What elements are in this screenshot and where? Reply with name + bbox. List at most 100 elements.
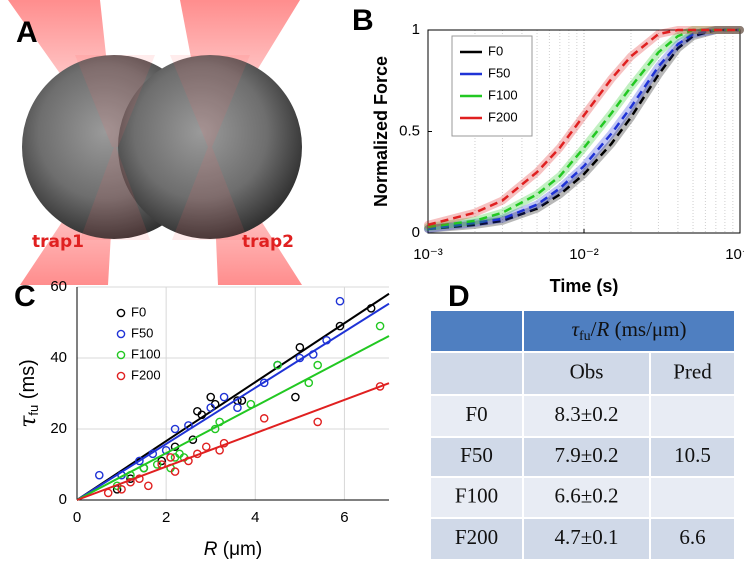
data-point bbox=[210, 424, 220, 434]
data-point bbox=[233, 403, 242, 413]
data-point bbox=[219, 438, 229, 448]
trap-label: trap1 bbox=[32, 232, 84, 252]
legend-marker bbox=[116, 308, 126, 318]
data-point bbox=[135, 474, 144, 484]
x-tick-label: 4 bbox=[251, 509, 259, 526]
data-point bbox=[246, 399, 256, 409]
text-part: fu bbox=[26, 405, 41, 416]
beam-overlay bbox=[170, 55, 250, 240]
beam-overlay bbox=[75, 55, 155, 240]
data-point bbox=[135, 456, 144, 466]
y-tick-label: 40 bbox=[50, 349, 67, 366]
table-cell bbox=[649, 351, 736, 396]
table-cell bbox=[649, 476, 736, 519]
table-cell bbox=[649, 517, 736, 561]
data-point bbox=[313, 417, 322, 427]
legend-label: F100 bbox=[488, 87, 518, 102]
data-point bbox=[308, 350, 318, 359]
trap-label: trap2 bbox=[242, 232, 294, 252]
table-value: 7.9±0.2 bbox=[554, 443, 618, 467]
data-point bbox=[103, 488, 113, 498]
legend-label: F200 bbox=[488, 109, 518, 124]
y-tick-label: 20 bbox=[50, 420, 67, 437]
column-header: Pred bbox=[673, 359, 712, 383]
table-cell bbox=[522, 309, 736, 353]
data-point bbox=[152, 460, 162, 469]
legend-label: F200 bbox=[131, 367, 161, 382]
data-point bbox=[304, 378, 314, 388]
data-point bbox=[139, 463, 149, 473]
data-point bbox=[335, 296, 345, 306]
data-point bbox=[170, 424, 180, 434]
table-cell bbox=[429, 517, 524, 561]
x-tick-label: 10⁻¹ bbox=[725, 246, 744, 263]
data-point bbox=[335, 321, 345, 331]
data-point bbox=[170, 467, 180, 476]
data-point bbox=[313, 360, 322, 370]
table-value: 4.7±0.1 bbox=[554, 525, 618, 549]
y-tick-label: 1 bbox=[412, 21, 420, 38]
data-point bbox=[166, 453, 175, 462]
fit-line bbox=[427, 28, 740, 231]
row-header: F0 bbox=[465, 402, 487, 426]
data-point bbox=[259, 378, 269, 388]
text-part: / bbox=[591, 317, 597, 341]
illustration: trap1 trap2 bbox=[8, 0, 302, 285]
row-header: F50 bbox=[460, 443, 493, 467]
fit-line bbox=[76, 302, 390, 501]
fit-line bbox=[76, 292, 390, 501]
fit-line bbox=[427, 28, 740, 231]
panel-label: A bbox=[16, 16, 38, 49]
text-part: (μm) bbox=[218, 539, 263, 560]
table-cell bbox=[522, 351, 651, 396]
legend-label: F50 bbox=[488, 65, 510, 80]
table-cell bbox=[649, 394, 736, 438]
table-value: 8.3±0.2 bbox=[554, 402, 618, 426]
legend-label: F100 bbox=[131, 346, 161, 361]
data-point bbox=[206, 392, 216, 402]
y-tick-label: 0.5 bbox=[399, 122, 420, 139]
y-axis-label: Normalized Force bbox=[371, 56, 391, 207]
panel-label: C bbox=[14, 280, 36, 313]
table-cell bbox=[429, 351, 524, 396]
data-point bbox=[366, 303, 376, 313]
x-tick-label: 2 bbox=[162, 509, 170, 526]
fit-line bbox=[76, 335, 390, 501]
text-part: τ bbox=[571, 317, 580, 341]
legend-label: F0 bbox=[131, 304, 146, 319]
legend-label: F50 bbox=[131, 325, 153, 340]
y-axis-label: τfu (ms) bbox=[16, 359, 41, 428]
panel-label: D bbox=[448, 280, 470, 313]
data-point bbox=[193, 449, 202, 459]
data-point bbox=[157, 460, 166, 469]
panel-label: B bbox=[352, 4, 374, 37]
data-point bbox=[148, 449, 158, 459]
table-cell bbox=[522, 436, 651, 478]
data-point bbox=[295, 343, 305, 352]
data-point bbox=[126, 477, 135, 487]
y-tick-label: 60 bbox=[50, 278, 67, 295]
x-axis-label: Time (s) bbox=[550, 276, 619, 296]
data-point bbox=[184, 456, 193, 466]
x-tick-label: 10⁻³ bbox=[413, 246, 443, 263]
data-point bbox=[206, 403, 216, 413]
fit-line bbox=[427, 28, 740, 227]
x-tick-label: 6 bbox=[340, 509, 348, 526]
x-axis-label: R (μm) bbox=[204, 539, 262, 560]
y-tick-label: 0 bbox=[412, 224, 420, 241]
x-tick-label: 10⁻² bbox=[569, 246, 599, 263]
text-part: fu bbox=[579, 329, 591, 344]
legend-marker bbox=[116, 329, 126, 339]
table-cell bbox=[429, 309, 524, 353]
plot-frame bbox=[427, 29, 741, 234]
data-point bbox=[94, 470, 104, 480]
table-cell bbox=[522, 476, 651, 519]
data-point bbox=[259, 414, 269, 423]
data-point bbox=[215, 445, 224, 455]
text-part: (ms) bbox=[17, 359, 39, 405]
column-header: Obs bbox=[570, 359, 604, 383]
text-part: R bbox=[204, 539, 218, 560]
data-point bbox=[201, 442, 211, 452]
data-point bbox=[197, 410, 207, 420]
